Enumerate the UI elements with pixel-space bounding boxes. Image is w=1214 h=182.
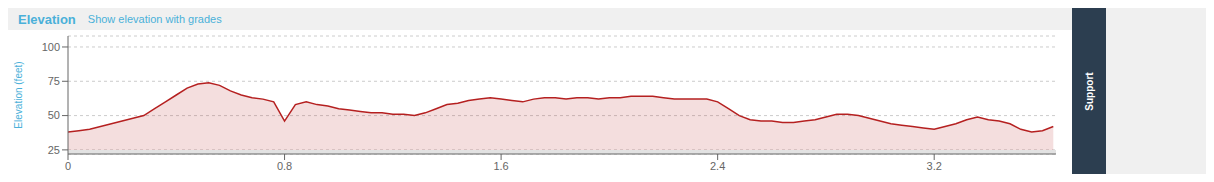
svg-text:1.6: 1.6: [493, 160, 508, 172]
svg-text:50: 50: [48, 109, 60, 121]
html-text:Show elevation with grades: Show elevation with grades: [87, 13, 222, 25]
svg-text:3.2: 3.2: [927, 160, 942, 172]
svg-text:Elevation (feet): Elevation (feet): [13, 61, 24, 128]
svg-text:100: 100: [42, 41, 60, 53]
svg-text:0: 0: [65, 160, 71, 172]
html-text:Elevation: Elevation: [18, 11, 76, 27]
svg-text:2.4: 2.4: [710, 160, 725, 172]
svg-text:75: 75: [48, 75, 60, 87]
svg-text:0.8: 0.8: [277, 160, 292, 172]
html-text:Support: Support: [1083, 71, 1095, 111]
svg-text:25: 25: [48, 144, 60, 156]
